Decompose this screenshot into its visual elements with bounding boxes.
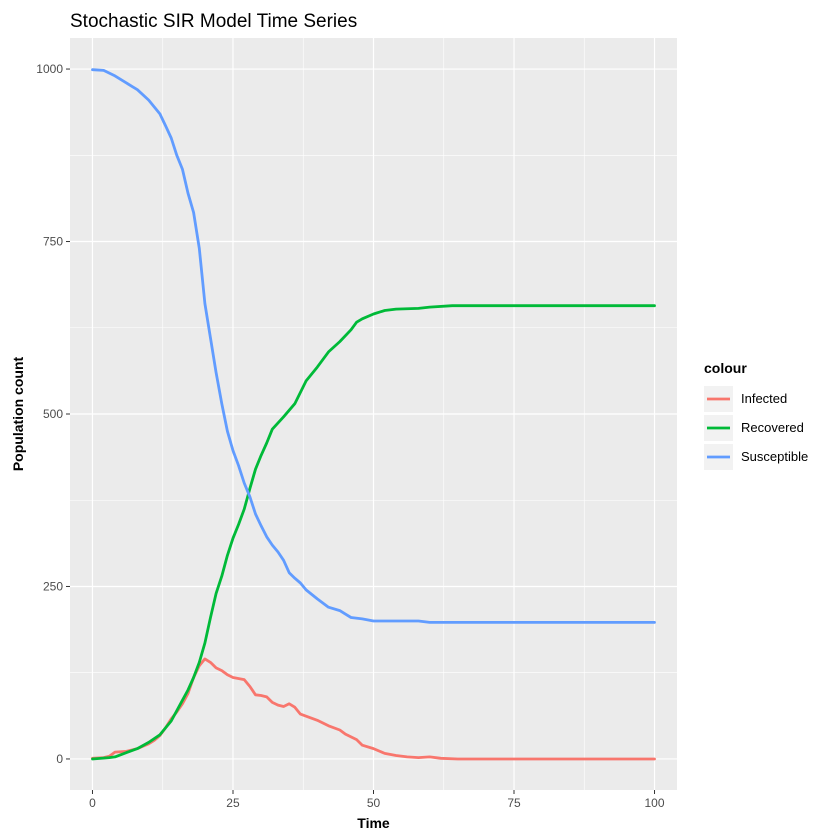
x-tick-label: 25 (226, 796, 240, 810)
x-axis-title: Time (357, 815, 390, 831)
x-tick-label: 75 (507, 796, 521, 810)
x-tick-label: 0 (89, 796, 96, 810)
chart-title: Stochastic SIR Model Time Series (70, 11, 357, 32)
x-tick-label: 50 (367, 796, 381, 810)
series-layer (91, 68, 656, 761)
y-tick-label: 250 (43, 579, 63, 593)
x-axis: 0 25 50 75 100 (89, 790, 665, 810)
legend-label-susceptible: Susceptible (741, 449, 808, 464)
x-tick-label: 100 (645, 796, 665, 810)
major-gridlines (70, 38, 677, 790)
series-line-susceptible (91, 68, 656, 624)
y-tick-label: 0 (56, 752, 63, 766)
y-tick-label: 500 (43, 407, 63, 421)
y-axis: 0 250 500 750 1000 (36, 62, 70, 766)
legend-title: colour (704, 360, 747, 376)
y-tick-label: 1000 (36, 62, 63, 76)
legend-label-recovered: Recovered (741, 420, 804, 435)
legend-label-infected: Infected (741, 391, 787, 406)
y-tick-label: 750 (43, 235, 63, 249)
legend: colour Infected Recovered Susceptible (704, 360, 808, 470)
y-axis-title: Population count (10, 357, 26, 472)
series-line-recovered (91, 304, 656, 761)
